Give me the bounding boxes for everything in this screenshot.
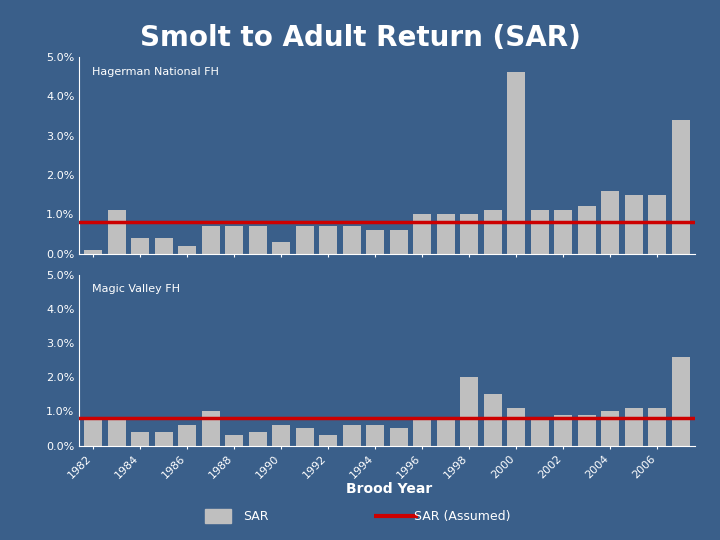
Bar [296, 226, 314, 254]
Bar [625, 408, 642, 446]
Bar [390, 230, 408, 254]
Bar [225, 226, 243, 254]
Bar [343, 425, 361, 446]
Text: Magic Valley FH: Magic Valley FH [91, 284, 179, 294]
Bar [296, 429, 314, 446]
Bar [413, 418, 431, 445]
Bar [484, 394, 502, 446]
Bar [84, 418, 102, 445]
Bar [508, 408, 525, 446]
Bar [225, 435, 243, 445]
Bar [320, 435, 337, 445]
Bar [390, 429, 408, 446]
Bar [179, 246, 196, 254]
Bar [108, 211, 125, 254]
Bar [578, 415, 595, 446]
Bar [108, 418, 125, 445]
Bar [205, 509, 231, 523]
Bar [366, 230, 384, 254]
Bar [155, 238, 173, 254]
Bar [155, 432, 173, 445]
Bar [625, 195, 642, 254]
Bar [84, 250, 102, 254]
Bar [202, 226, 220, 254]
Text: Brood Year: Brood Year [346, 482, 432, 496]
Bar [578, 206, 595, 254]
Bar [554, 211, 572, 254]
Bar [460, 214, 478, 254]
Bar [649, 195, 666, 254]
Bar [672, 357, 690, 445]
Bar [601, 191, 619, 254]
Bar [508, 72, 525, 254]
Text: SAR: SAR [243, 510, 269, 523]
Bar [132, 432, 149, 445]
Bar [249, 432, 266, 445]
Bar [531, 211, 549, 254]
Bar [343, 226, 361, 254]
Bar [202, 411, 220, 446]
Text: Smolt to Adult Return (SAR): Smolt to Adult Return (SAR) [140, 24, 580, 52]
Bar [649, 408, 666, 446]
Text: SAR (Assumed): SAR (Assumed) [414, 510, 510, 523]
Bar [484, 211, 502, 254]
Bar [320, 226, 337, 254]
Bar [272, 425, 290, 446]
Bar [437, 214, 454, 254]
Bar [249, 226, 266, 254]
Text: Hagerman National FH: Hagerman National FH [91, 66, 218, 77]
Bar [366, 425, 384, 446]
Bar [554, 415, 572, 446]
Bar [672, 120, 690, 254]
Bar [601, 411, 619, 446]
Bar [132, 238, 149, 254]
Bar [437, 418, 454, 445]
Bar [179, 425, 196, 446]
Bar [413, 214, 431, 254]
Bar [272, 242, 290, 254]
Bar [531, 418, 549, 445]
Bar [460, 377, 478, 446]
